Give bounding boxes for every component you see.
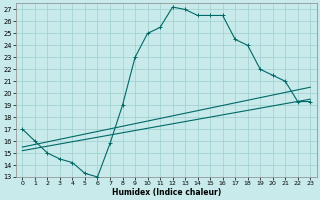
X-axis label: Humidex (Indice chaleur): Humidex (Indice chaleur) [112,188,221,197]
